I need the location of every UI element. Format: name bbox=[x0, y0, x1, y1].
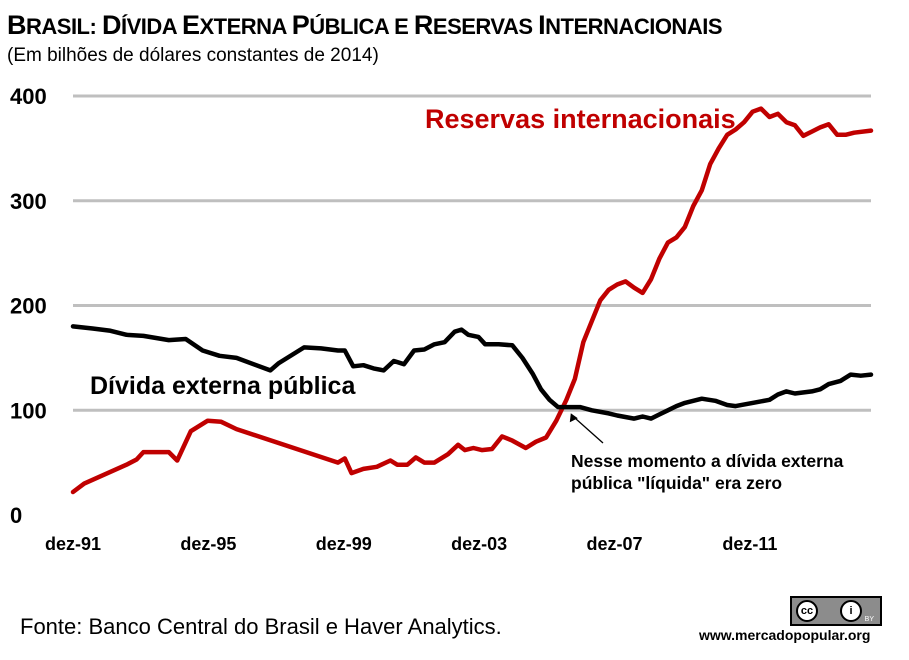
y-tick-label: 0 bbox=[10, 503, 22, 528]
title-initial-4: R bbox=[413, 10, 434, 40]
by-label: BY bbox=[864, 616, 874, 623]
title-part-2: XTERNA bbox=[199, 14, 292, 39]
title-initial-2: E bbox=[181, 10, 200, 40]
annotation-text: Nesse momento a dívida externa bbox=[571, 451, 844, 471]
website-link[interactable]: www.mercadopopular.org bbox=[699, 627, 871, 643]
x-tick-label: dez-99 bbox=[316, 534, 372, 554]
annotation-arrowhead bbox=[569, 413, 578, 423]
title-part-1: ÍVIDA bbox=[120, 14, 182, 39]
series-label-divida: Dívida externa pública bbox=[90, 372, 356, 400]
title-initial-1: D bbox=[101, 10, 122, 40]
title-initial-3: P bbox=[291, 10, 310, 40]
y-axis-tick-labels: 0 100 200 300 400 bbox=[10, 84, 47, 528]
y-tick-label: 200 bbox=[10, 294, 47, 319]
annotation-text: pública "líquida" era zero bbox=[571, 473, 782, 493]
title-part-0: RASIL: bbox=[26, 14, 102, 39]
chart-subtitle: (Em bilhões de dólares constantes de 201… bbox=[7, 45, 379, 66]
series-lines bbox=[70, 106, 874, 495]
y-tick-label: 400 bbox=[10, 84, 47, 109]
series-line-1 bbox=[70, 324, 874, 421]
chart-title: BRASIL: DÍVIDA EXTERNA PÚBLICA E RESERVA… bbox=[7, 10, 722, 41]
x-tick-label: dez-95 bbox=[180, 534, 236, 554]
cc-icon: cc bbox=[796, 600, 818, 622]
series-label-reservas: Reservas internacionais bbox=[425, 104, 736, 134]
attribution-icon: i bbox=[840, 600, 862, 622]
title-part-3: ÚBLICA E bbox=[309, 14, 414, 39]
x-tick-label: dez-03 bbox=[451, 534, 507, 554]
title-part-5: NTERNACIONAIS bbox=[545, 14, 722, 39]
x-tick-label: dez-11 bbox=[722, 534, 777, 554]
x-tick-label: dez-07 bbox=[586, 534, 642, 554]
title-initial-5: I bbox=[538, 10, 546, 40]
x-tick-label: dez-91 bbox=[45, 534, 101, 554]
y-tick-label: 300 bbox=[10, 189, 47, 214]
title-part-4: ESERVAS bbox=[432, 14, 539, 39]
x-axis-tick-labels: dez-91 dez-95 dez-99 dez-03 dez-07 dez-11 bbox=[45, 534, 777, 554]
title-initial-0: B bbox=[7, 10, 27, 40]
series-line-0 bbox=[70, 106, 874, 495]
source-note: Fonte: Banco Central do Brasil e Haver A… bbox=[20, 614, 502, 639]
y-tick-label: 100 bbox=[10, 398, 47, 423]
annotation-arrow-line bbox=[571, 414, 604, 444]
gridlines bbox=[73, 94, 871, 412]
cc-license-badge[interactable]: cc i BY bbox=[790, 596, 882, 626]
